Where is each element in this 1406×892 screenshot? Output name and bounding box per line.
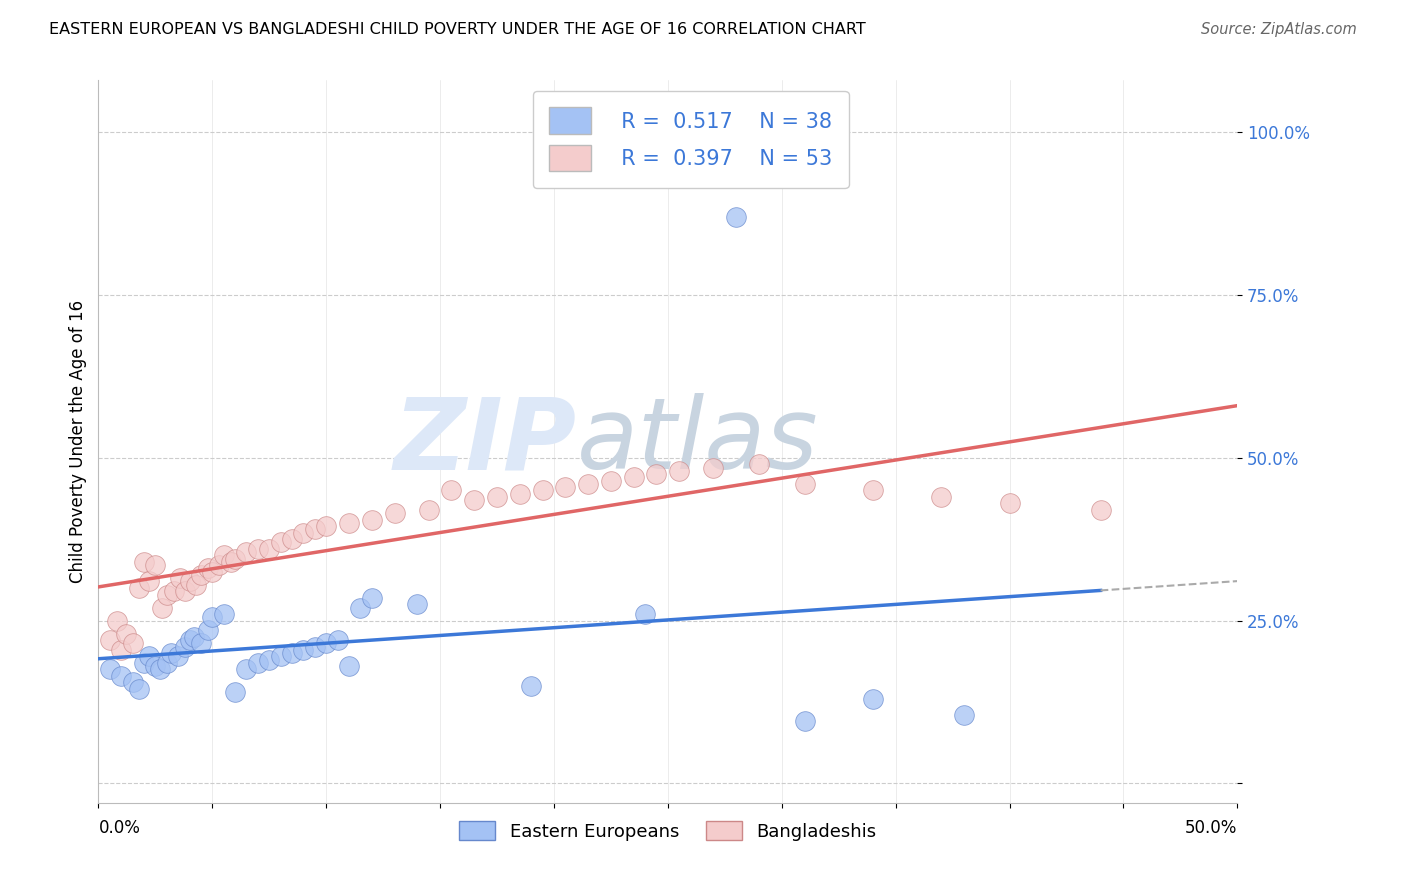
Point (1090, 503, 1112, 517)
Point (360, 513, 382, 527)
Point (145, 659, 167, 673)
Point (167, 649, 190, 664)
Point (138, 649, 160, 664)
Point (114, 626, 136, 640)
Point (197, 624, 219, 638)
Point (360, 591, 382, 605)
Point (208, 558, 231, 573)
Point (384, 506, 406, 520)
Point (150, 600, 173, 615)
Point (793, 714, 815, 729)
Point (576, 476, 599, 491)
Point (110, 643, 132, 657)
Point (623, 470, 645, 484)
Point (270, 535, 292, 549)
Point (315, 519, 337, 533)
Point (440, 483, 463, 498)
Point (174, 584, 197, 599)
Point (292, 525, 315, 540)
Point (349, 600, 371, 615)
Point (259, 541, 281, 556)
Point (121, 636, 143, 650)
Point (98, 633, 121, 648)
Text: atlas: atlas (576, 393, 818, 490)
Point (554, 480, 576, 494)
Point (183, 630, 205, 644)
Point (668, 464, 690, 478)
Point (110, 669, 132, 683)
Point (304, 640, 326, 654)
Point (235, 662, 257, 676)
Text: 50.0%: 50.0% (1185, 820, 1237, 838)
Point (292, 643, 315, 657)
Legend: Eastern Europeans, Bangladeshis: Eastern Europeans, Bangladeshis (451, 814, 884, 848)
Point (98, 662, 121, 676)
Point (337, 516, 360, 530)
Point (169, 571, 191, 585)
Point (862, 691, 884, 706)
Text: 0.0%: 0.0% (98, 820, 141, 838)
Point (179, 633, 201, 648)
Point (304, 523, 326, 537)
Point (174, 640, 197, 654)
Point (281, 646, 304, 660)
Point (201, 565, 224, 579)
Point (156, 587, 179, 601)
Point (128, 681, 150, 696)
Point (186, 578, 208, 592)
Text: EASTERN EUROPEAN VS BANGLADESHI CHILD POVERTY UNDER THE AGE OF 16 CORRELATION CH: EASTERN EUROPEAN VS BANGLADESHI CHILD PO… (49, 22, 866, 37)
Point (463, 493, 485, 508)
Point (105, 614, 128, 628)
Point (929, 490, 952, 504)
Point (246, 541, 269, 556)
Point (259, 652, 281, 666)
Point (190, 568, 212, 582)
Point (156, 656, 179, 670)
Point (162, 584, 184, 599)
Point (862, 483, 884, 498)
Point (219, 555, 242, 569)
Point (224, 685, 246, 699)
Point (725, 210, 748, 224)
Point (145, 558, 167, 573)
Point (520, 679, 543, 693)
Point (315, 636, 337, 650)
Point (337, 659, 360, 673)
Point (793, 476, 815, 491)
Point (121, 675, 143, 690)
Point (138, 574, 160, 589)
Point (702, 460, 724, 475)
Point (212, 549, 235, 563)
Y-axis label: Child Poverty Under the Age of 16: Child Poverty Under the Age of 16 (69, 300, 87, 583)
Point (197, 561, 219, 575)
Point (132, 656, 155, 670)
Text: ZIP: ZIP (394, 393, 576, 490)
Point (418, 503, 440, 517)
Point (149, 662, 172, 676)
Point (406, 597, 429, 611)
Point (270, 649, 292, 664)
Point (235, 545, 257, 559)
Point (748, 458, 770, 472)
Point (224, 551, 246, 566)
Point (246, 656, 269, 670)
Point (509, 486, 531, 500)
Point (998, 496, 1021, 510)
Text: Source: ZipAtlas.com: Source: ZipAtlas.com (1201, 22, 1357, 37)
Point (486, 490, 509, 504)
Point (634, 607, 657, 621)
Point (953, 707, 976, 722)
Point (645, 467, 668, 481)
Point (326, 633, 349, 648)
Point (212, 607, 235, 621)
Point (160, 646, 183, 660)
Point (190, 636, 212, 650)
Point (201, 610, 224, 624)
Point (281, 532, 304, 546)
Point (531, 483, 554, 498)
Point (179, 574, 201, 589)
Point (600, 474, 623, 488)
Point (128, 581, 150, 595)
Point (132, 555, 155, 569)
